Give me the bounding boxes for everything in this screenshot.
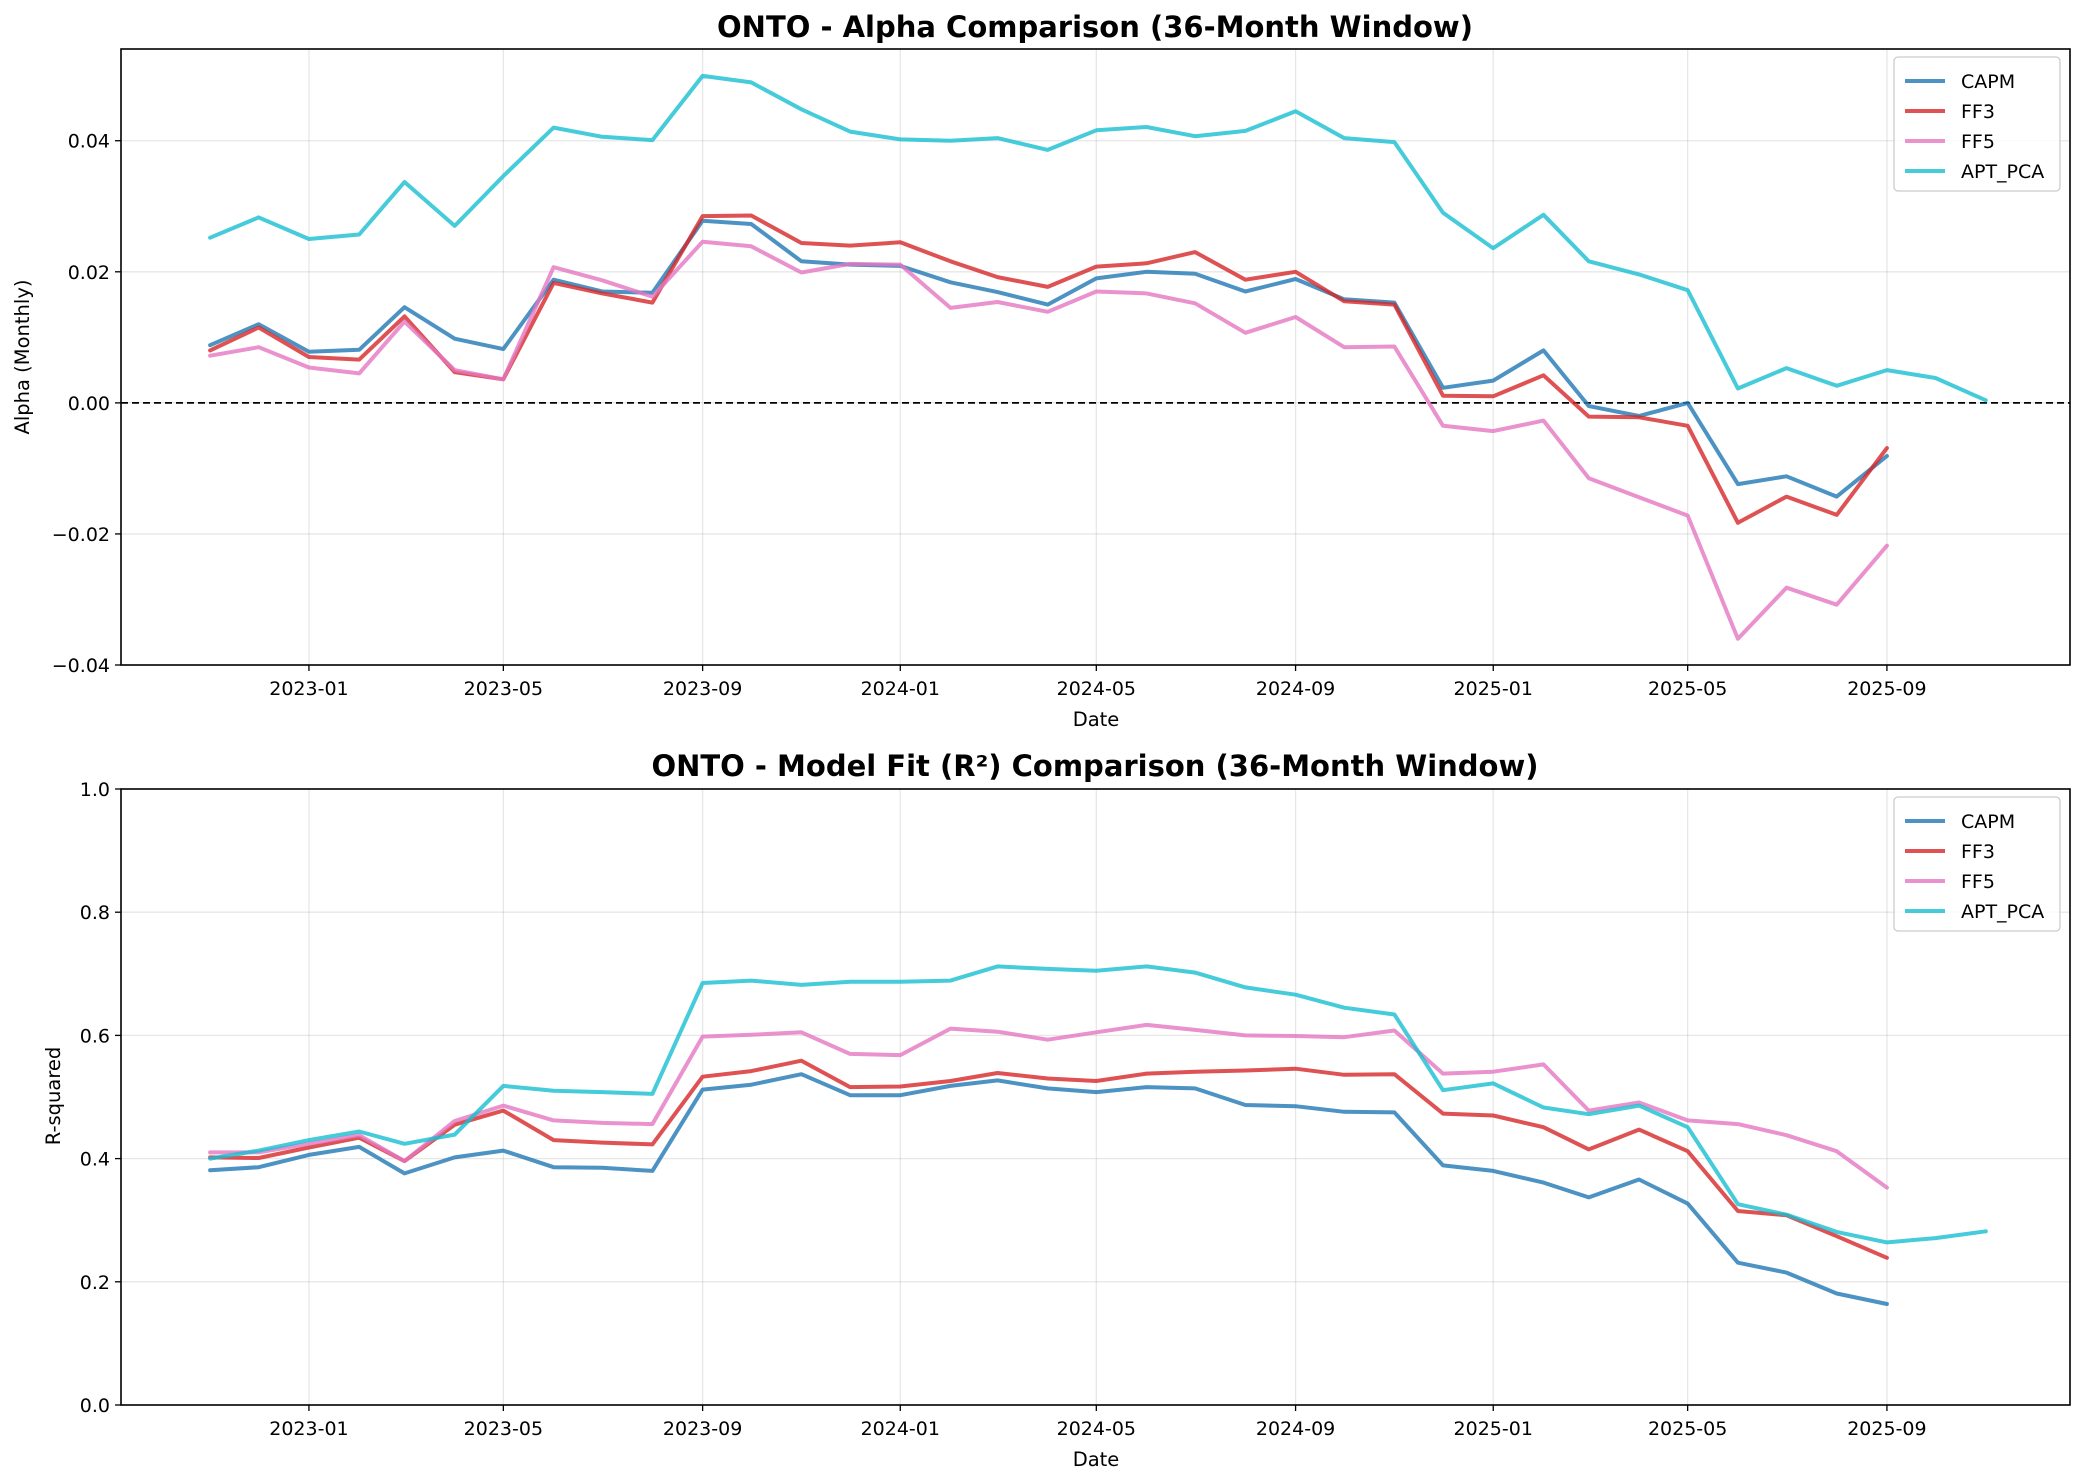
rsquared-y-tick-label: 0.2: [80, 1272, 110, 1294]
alpha-x-tick-label: 2023-01: [269, 678, 348, 700]
alpha-y-axis-label: Alpha (Monthly): [11, 280, 34, 435]
alpha-x-tick-label: 2025-09: [1847, 678, 1926, 700]
rsquared-x-tick-label: 2024-09: [1256, 1418, 1335, 1440]
alpha-series-ff3-line: [208, 213, 1889, 525]
alpha-legend-box: [1893, 56, 2061, 192]
rsquared-x-tick-label: 2024-01: [861, 1418, 940, 1440]
alpha-plot-area: 2023-01 2023-05 2023-09 2024-01 2024-05 2024-…: [52, 48, 2071, 700]
rsquared-y-tick-label: 0.8: [80, 902, 110, 924]
rsquared-y-tick-label: 1.0: [80, 779, 110, 801]
rsquared-series-apt-pca-line: [208, 964, 1988, 1245]
alpha-y-tick-label: 0.02: [68, 262, 110, 284]
alpha-legend-label: APT_PCA: [1961, 161, 2044, 183]
alpha-legend-label: FF3: [1961, 101, 1995, 123]
rsquared-x-tick-label: 2023-09: [663, 1418, 742, 1440]
alpha-x-tick-label: 2023-05: [464, 678, 543, 700]
alpha-x-tick-label: 2024-05: [1057, 678, 1136, 700]
rsquared-series-capm-line: [208, 1072, 1889, 1306]
rsquared-series-ff5-line: [208, 1022, 1889, 1190]
alpha-y-tick-label: −0.02: [52, 524, 110, 546]
alpha-x-tick-label: 2023-09: [663, 678, 742, 700]
rsquared-legend-label: CAPM: [1961, 811, 2015, 833]
rsquared-x-tick-label: 2023-05: [464, 1418, 543, 1440]
rsquared-y-axis-label: R-squared: [42, 1047, 65, 1146]
rsquared-x-tick-label: 2025-05: [1648, 1418, 1727, 1440]
alpha-legend: CAPM FF3 FF5 APT_PCA: [1893, 56, 2061, 192]
rsquared-x-tick-label: 2025-01: [1454, 1418, 1533, 1440]
rsquared-legend-box: [1893, 796, 2061, 932]
alpha-y-tick-label: −0.04: [52, 655, 110, 677]
alpha-x-axis-label: Date: [1073, 708, 1120, 731]
alpha-y-tick-label: 0.00: [68, 393, 110, 415]
rsquared-plot-area: 2023-01 2023-05 2023-09 2024-01 2024-05 2024-…: [80, 779, 2071, 1440]
alpha-series-capm-line: [208, 218, 1889, 499]
alpha-x-tick-label: 2025-05: [1648, 678, 1727, 700]
alpha-x-tick-label: 2025-01: [1454, 678, 1533, 700]
alpha-chart-panel: ONTO - Alpha Comparison (36-Month Window…: [11, 10, 2071, 731]
alpha-legend-label: FF5: [1961, 131, 1995, 153]
rsquared-y-tick-label: 0.4: [80, 1149, 110, 1171]
alpha-x-tick-label: 2024-09: [1256, 678, 1335, 700]
rsquared-legend-label: FF3: [1961, 841, 1995, 863]
rsquared-axes-frame: [120, 788, 2071, 1406]
rsquared-legend: CAPM FF3 FF5 APT_PCA: [1893, 796, 2061, 932]
alpha-legend-label: CAPM: [1961, 71, 2015, 93]
alpha-axes-frame: [120, 48, 2071, 666]
alpha-chart-title: ONTO - Alpha Comparison (36-Month Window…: [717, 10, 1473, 44]
rsquared-series-ff3-line: [208, 1058, 1889, 1260]
alpha-y-tick-label: 0.04: [68, 131, 110, 153]
rsquared-x-axis-label: Date: [1073, 1448, 1120, 1471]
rsquared-legend-label: APT_PCA: [1961, 901, 2044, 923]
alpha-series-apt-pca-line: [208, 73, 1988, 403]
rsquared-y-tick-label: 0.0: [80, 1395, 110, 1417]
rsquared-y-tick-label: 0.6: [80, 1025, 110, 1047]
rsquared-chart-title: ONTO - Model Fit (R²) Comparison (36-Mon…: [651, 749, 1538, 783]
rsquared-x-tick-label: 2024-05: [1057, 1418, 1136, 1440]
rsquared-x-tick-label: 2023-01: [269, 1418, 348, 1440]
rsquared-legend-label: FF5: [1961, 871, 1995, 893]
rsquared-chart-panel: ONTO - Model Fit (R²) Comparison (36-Mon…: [42, 749, 2071, 1471]
alpha-series-ff5-line: [208, 239, 1889, 641]
alpha-x-tick-label: 2024-01: [861, 678, 940, 700]
rsquared-x-tick-label: 2025-09: [1847, 1418, 1926, 1440]
